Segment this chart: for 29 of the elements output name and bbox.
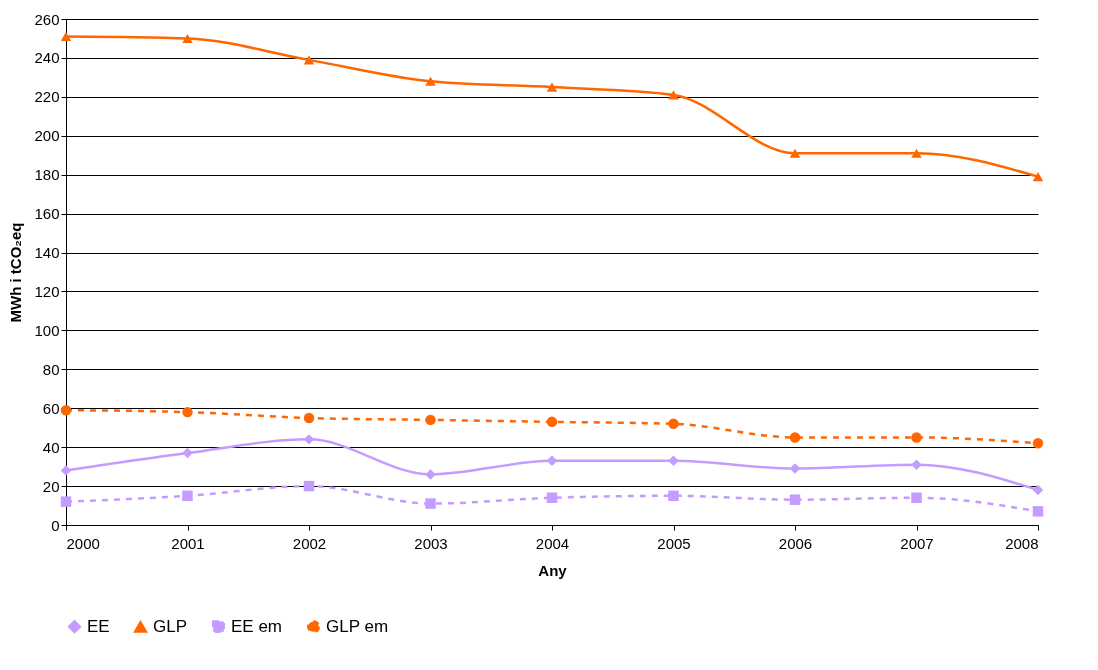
y-tick-label: 80 [42,360,60,378]
x-axis-title: Any [538,561,568,579]
y-tick-label: 140 [34,244,60,262]
x-tick-label: 2005 [657,534,691,552]
y-tick-label: 120 [34,282,60,300]
x-tick-label: 2001 [171,534,205,552]
y-tick-label: 220 [34,88,60,106]
y-tick-label: 180 [34,166,60,184]
x-tick-label: 2008 [1005,534,1039,552]
x-tick-label: 2000 [66,534,100,552]
x-tick-label: 2007 [900,534,934,552]
y-tick-label: 0 [51,516,60,534]
y-tick-label: 100 [34,321,60,339]
legend-label: EE em [231,616,283,636]
x-tick-label: 2003 [414,534,448,552]
y-tick-label: 260 [34,10,60,28]
y-tick-label: 160 [34,205,60,223]
legend-label: EE [87,616,110,636]
legend-label: GLP [153,616,188,636]
y-tick-label: 240 [34,49,60,67]
x-tick-label: 2002 [292,534,327,552]
y-tick-label: 40 [42,438,60,456]
legend-label: GLP em [326,616,389,636]
y-axis-title: MWh i tCO₂eq [7,222,25,323]
x-tick-label: 2006 [778,534,813,552]
y-tick-label: 20 [42,477,60,495]
y-tick-label: 200 [34,127,60,145]
y-tick-label: 60 [42,399,60,417]
x-tick-label: 2004 [535,534,570,552]
